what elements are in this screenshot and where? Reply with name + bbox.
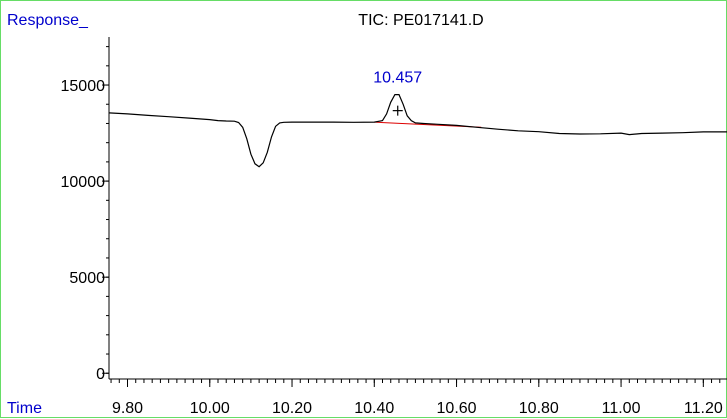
x-tick-label: 9.80 (112, 400, 143, 417)
x-tick-label: 10.20 (272, 400, 312, 417)
chart-title: TIC: PE017141.D (358, 12, 483, 29)
x-tick-label: 10.60 (437, 400, 477, 417)
y-tick-label: 5000 (69, 270, 105, 287)
x-tick-label: 10.80 (519, 400, 559, 417)
y-tick-label: 10000 (61, 174, 106, 191)
tic-trace (108, 93, 727, 168)
x-tick-label: 11.20 (684, 400, 723, 417)
x-axis-label: Time (7, 400, 42, 417)
x-tick-label: 10.40 (354, 400, 394, 417)
x-tick-label: 11.00 (602, 400, 641, 417)
y-tick-label: 15000 (61, 78, 106, 95)
peak-retention-label: 10.457 (373, 70, 422, 87)
x-tick-label: 10.00 (190, 400, 230, 417)
y-axis-label: Response_ (7, 12, 89, 29)
y-tick-label: 0 (96, 366, 105, 383)
